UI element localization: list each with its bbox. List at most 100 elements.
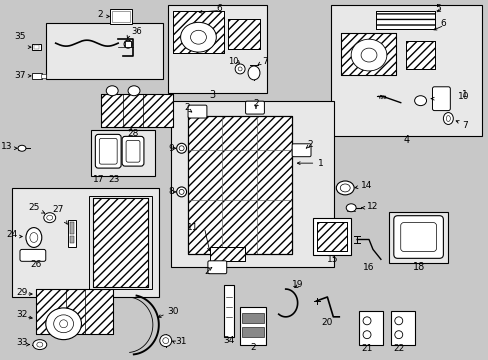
Bar — [34, 45, 39, 49]
Bar — [375, 12, 435, 29]
Text: 23: 23 — [108, 175, 120, 184]
Bar — [317, 222, 346, 251]
Ellipse shape — [446, 116, 449, 121]
Ellipse shape — [336, 181, 353, 195]
Text: 6: 6 — [216, 4, 222, 13]
Bar — [36, 289, 113, 334]
Text: 2: 2 — [250, 343, 255, 352]
Bar — [32, 44, 41, 50]
Bar — [224, 285, 234, 337]
FancyBboxPatch shape — [207, 261, 226, 274]
Text: 6: 6 — [440, 19, 446, 28]
Text: 33: 33 — [17, 338, 28, 347]
Text: 30: 30 — [167, 307, 179, 316]
Bar — [341, 33, 395, 75]
Text: 1: 1 — [317, 159, 323, 168]
Text: 2: 2 — [184, 103, 190, 112]
Ellipse shape — [394, 317, 402, 325]
FancyBboxPatch shape — [400, 222, 436, 251]
Text: 5: 5 — [435, 4, 441, 13]
FancyBboxPatch shape — [122, 136, 143, 166]
FancyBboxPatch shape — [431, 87, 449, 111]
Text: 4: 4 — [403, 135, 409, 145]
Bar — [242, 313, 264, 323]
Text: 14: 14 — [360, 181, 372, 190]
Bar — [228, 19, 260, 49]
Text: 22: 22 — [392, 344, 404, 353]
Bar — [110, 9, 132, 24]
Text: 16: 16 — [363, 263, 374, 272]
Bar — [172, 12, 224, 53]
Bar — [36, 289, 113, 334]
Bar — [93, 198, 147, 287]
Text: 21: 21 — [361, 344, 372, 353]
Ellipse shape — [106, 86, 118, 96]
Text: 25: 25 — [28, 203, 40, 212]
Text: 11: 11 — [186, 223, 198, 232]
Ellipse shape — [394, 331, 402, 339]
Bar — [93, 198, 147, 287]
Bar — [67, 220, 75, 247]
FancyBboxPatch shape — [20, 249, 46, 261]
Ellipse shape — [60, 320, 67, 328]
Bar — [405, 41, 435, 69]
FancyBboxPatch shape — [245, 101, 264, 114]
Text: 10: 10 — [457, 92, 469, 101]
Text: 13: 13 — [0, 142, 12, 151]
Text: 34: 34 — [223, 336, 234, 345]
Text: 2: 2 — [98, 10, 103, 19]
Bar — [32, 73, 41, 79]
Ellipse shape — [47, 215, 53, 220]
Ellipse shape — [414, 96, 426, 105]
Ellipse shape — [180, 22, 216, 52]
FancyBboxPatch shape — [126, 140, 140, 162]
Text: 29: 29 — [17, 288, 28, 297]
Ellipse shape — [33, 339, 47, 350]
Ellipse shape — [54, 315, 73, 333]
Text: 27: 27 — [52, 205, 63, 214]
Ellipse shape — [176, 187, 186, 197]
Bar — [331, 5, 481, 136]
Bar — [242, 327, 264, 337]
FancyBboxPatch shape — [393, 216, 443, 258]
Bar — [240, 307, 265, 345]
Bar — [228, 19, 260, 49]
Ellipse shape — [176, 143, 186, 153]
Text: 18: 18 — [412, 262, 424, 272]
Bar — [210, 247, 244, 261]
Bar — [358, 311, 382, 345]
Ellipse shape — [30, 233, 38, 243]
Text: 24: 24 — [7, 230, 18, 239]
Bar — [317, 222, 346, 251]
Ellipse shape — [235, 64, 244, 74]
Text: 9: 9 — [167, 144, 173, 153]
Bar — [170, 101, 334, 267]
Bar — [187, 116, 291, 255]
Bar — [210, 247, 244, 261]
Bar — [91, 130, 155, 176]
Ellipse shape — [247, 66, 260, 80]
Ellipse shape — [18, 145, 26, 151]
Text: 8: 8 — [167, 188, 173, 197]
Text: 7: 7 — [262, 57, 267, 66]
Ellipse shape — [190, 30, 206, 44]
FancyBboxPatch shape — [291, 144, 310, 157]
Bar — [89, 196, 152, 289]
Bar — [41, 74, 46, 78]
Ellipse shape — [46, 308, 81, 339]
Ellipse shape — [124, 40, 132, 48]
Bar — [167, 5, 266, 93]
Text: 37: 37 — [15, 71, 26, 80]
FancyBboxPatch shape — [99, 138, 117, 164]
Text: 15: 15 — [326, 255, 337, 264]
Ellipse shape — [160, 335, 171, 347]
Ellipse shape — [362, 317, 370, 325]
Text: 10: 10 — [227, 57, 238, 66]
Text: 28: 28 — [127, 129, 139, 138]
Text: 31: 31 — [175, 337, 187, 346]
Bar — [112, 12, 130, 22]
Bar — [375, 12, 435, 29]
Bar — [46, 23, 163, 79]
Ellipse shape — [346, 204, 355, 212]
Bar — [388, 212, 447, 263]
